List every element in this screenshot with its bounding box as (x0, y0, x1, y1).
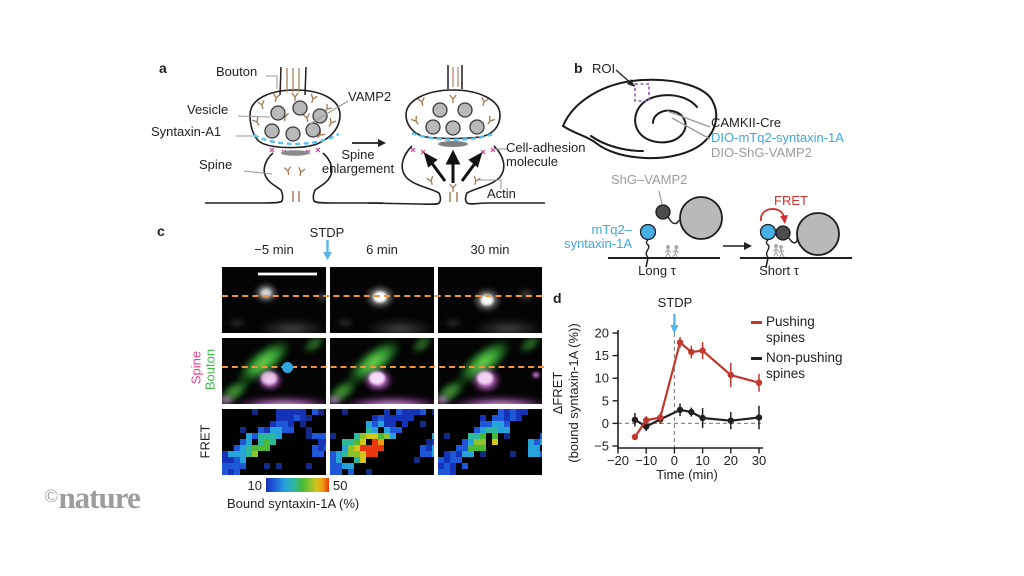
construct-camkii-label: CAMKII-Cre (711, 115, 782, 130)
row-label-fret: FRET (197, 424, 213, 459)
svg-text:0: 0 (671, 453, 678, 468)
legend-dash-pushing (751, 321, 762, 324)
legend-dash-nonpushing (751, 357, 762, 360)
psd-shading (281, 150, 309, 156)
long-tau-label: Long τ (638, 263, 676, 278)
timepoint-2-label: 6 min (366, 242, 398, 257)
svg-text:5: 5 (602, 393, 609, 408)
mtq2-fluorophore (759, 223, 777, 241)
row-label-spine: Spine (188, 350, 204, 385)
chart-y-axis-label: ΔFRET (bound syntaxin-1A (%)) (550, 323, 581, 463)
timepoint-1-label: −5 min (254, 242, 294, 257)
fret-heatmap-30min (438, 409, 542, 475)
legend-item-pushing: Pushing spines (751, 314, 843, 346)
grayscale-image-6min (330, 267, 434, 333)
grayscale-image-minus5min (222, 267, 326, 333)
vesicle-label: Vesicle (187, 102, 229, 117)
long-tau-scene (608, 190, 723, 268)
fret-label: FRET (774, 193, 808, 208)
lineprofile-dashed-line (222, 295, 542, 297)
timepoint-3-label: 30 min (470, 242, 510, 257)
spine-bouton-image-6min (330, 338, 434, 404)
syntaxin-dashes (411, 131, 496, 141)
roi-arrow-icon (615, 69, 635, 87)
synapse-schematic-drawing (205, 65, 545, 206)
colorbar-max-label: 50 (333, 478, 348, 493)
spine-label: Spine (199, 157, 233, 172)
construct-leader-lines (666, 110, 711, 140)
vamp2-label: VAMP2 (348, 89, 392, 104)
fret-heatmap-minus5min (222, 409, 326, 475)
actin-label: Actin (487, 186, 516, 201)
copyright-icon: © (44, 486, 59, 507)
right-synapse-drawing (367, 65, 545, 206)
construct-dio-mtq2-label: DIO-mTq2-syntaxin-1A (711, 130, 844, 145)
svg-text:−5: −5 (594, 439, 609, 454)
svg-text:10: 10 (695, 453, 709, 468)
fret-arrow-icon (760, 208, 788, 224)
legend-item-nonpushing: Non-pushing spines (751, 350, 843, 382)
lineprofile-dashed-line (222, 366, 544, 368)
colorbar (266, 478, 329, 492)
grayscale-image-30min (438, 267, 542, 333)
vesicles (264, 100, 328, 142)
uncaging-spot-dot (282, 362, 293, 373)
fret-timecourse-chart: −20 −10 0 10 20 30 −5 0 5 10 15 20 (594, 314, 766, 468)
panel-c-label: c (157, 223, 165, 239)
psd-shading (438, 141, 468, 147)
svg-text:20: 20 (724, 453, 738, 468)
svg-text:−20: −20 (607, 453, 629, 468)
spine-bouton-image-minus5min (222, 338, 326, 404)
svg-text:20: 20 (595, 326, 609, 341)
svg-text:0: 0 (602, 416, 609, 431)
short-tau-scene (740, 208, 852, 268)
shg-vamp2-label: ShG–VAMP2 (611, 172, 688, 187)
spine-bouton-image-30min (438, 338, 542, 404)
chart-x-axis-label: Time (min) (656, 467, 718, 482)
colorbar-min-label: 10 (247, 478, 262, 493)
syntaxin-dashes (253, 132, 340, 146)
svg-text:−10: −10 (635, 453, 657, 468)
vesicles (425, 102, 485, 136)
adhesion-figures (664, 245, 679, 258)
svg-text:15: 15 (595, 348, 609, 363)
adhesion-figures (772, 244, 785, 258)
panel-d-label: d (553, 290, 562, 306)
syntaxin-label: Syntaxin-A1 (151, 124, 222, 139)
shg-fluorophore (655, 204, 671, 220)
chart-legend: Pushing spines Non-pushing spines (751, 314, 843, 386)
row-label-bouton: Bouton (202, 348, 218, 391)
nature-watermark: ©nature (44, 480, 141, 515)
spine-enlargement-arrow-icon (352, 139, 386, 147)
stdp-label-d: STDP (657, 295, 693, 310)
mtq2-syntaxin-label: mTq2– syntaxin-1A (564, 222, 632, 251)
brain-slice-drawing (562, 78, 718, 160)
bouton-label: Bouton (216, 64, 258, 79)
roi-label: ROI (592, 61, 616, 76)
construct-dio-shg-label: DIO-ShG-VAMP2 (711, 145, 812, 160)
experiment-schematic-drawing (562, 69, 852, 268)
vesicle-ball (796, 212, 840, 256)
spine-enlargement-label: Spine enlargement (321, 147, 395, 176)
svg-text:30: 30 (752, 453, 766, 468)
leader-lines (236, 75, 507, 189)
fret-heatmap-6min (330, 409, 434, 475)
short-tau-label: Short τ (759, 263, 799, 278)
panel-a-label: a (159, 60, 167, 76)
transition-arrow-icon (723, 242, 752, 250)
vesicle-ball (679, 196, 723, 240)
actin-arrows-icon (423, 149, 483, 183)
mtq2-fluorophore (639, 223, 657, 241)
cell-adhesion-label: Cell-adhesion molecule (506, 140, 586, 169)
left-synapse-drawing (205, 66, 383, 204)
shg-fluorophore (775, 225, 791, 241)
panel-b-label: b (574, 60, 583, 76)
colorbar-caption: Bound syntaxin-1A (%) (227, 496, 360, 511)
roi-box (634, 83, 650, 102)
stdp-label-c: STDP (309, 225, 345, 240)
svg-text:10: 10 (595, 371, 609, 386)
stdp-arrow-icon (323, 240, 332, 260)
